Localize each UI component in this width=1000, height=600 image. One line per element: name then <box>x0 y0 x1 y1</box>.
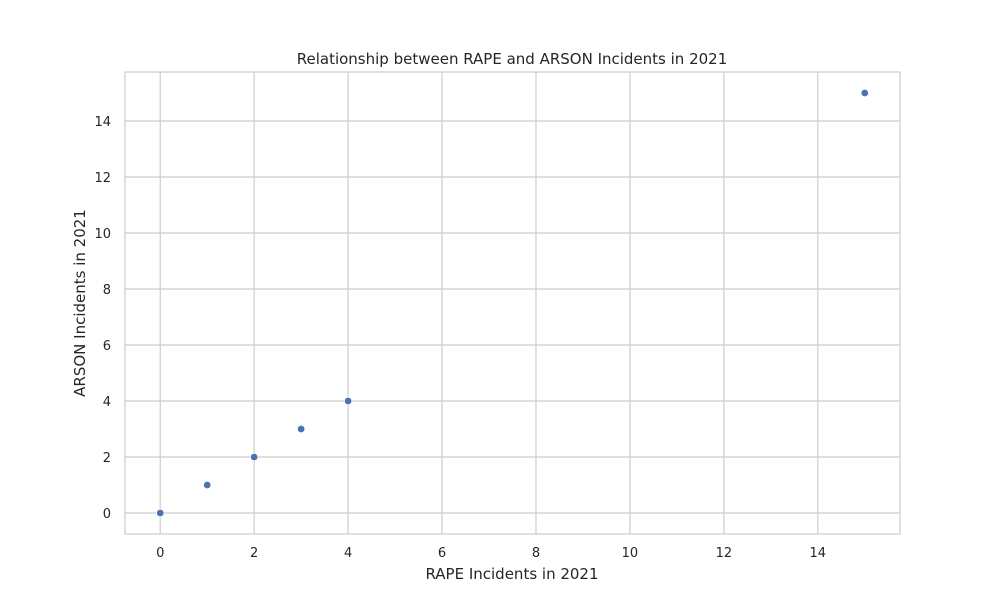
x-tick-label: 10 <box>622 546 639 561</box>
data-point <box>156 508 165 518</box>
x-tick-label: 12 <box>716 546 733 561</box>
x-tick-label: 0 <box>156 546 164 561</box>
y-tick-label: 14 <box>94 115 111 130</box>
plot-frame <box>124 71 901 535</box>
data-point <box>296 424 306 434</box>
y-tick-label: 12 <box>94 171 111 186</box>
x-axis-label: RAPE Incidents in 2021 <box>425 565 598 583</box>
y-tick-label: 6 <box>103 339 111 354</box>
x-tick-label: 8 <box>532 546 540 561</box>
data-points <box>156 88 869 518</box>
chart-title: Relationship between RAPE and ARSON Inci… <box>297 50 728 68</box>
y-tick-label: 10 <box>94 227 111 242</box>
y-axis-label: ARSON Incidents in 2021 <box>71 209 89 397</box>
x-tick-labels: 0 2 4 6 8 10 12 14 <box>156 546 826 561</box>
x-tick-label: 6 <box>438 546 446 561</box>
x-tick-label: 2 <box>250 546 258 561</box>
y-tick-label: 4 <box>103 395 111 410</box>
y-tick-label: 0 <box>103 507 111 522</box>
grid <box>125 72 900 534</box>
data-point <box>343 396 353 406</box>
y-tick-labels: 0 2 4 6 8 10 12 14 <box>94 115 111 522</box>
y-tick-label: 2 <box>103 451 111 466</box>
data-point <box>202 480 212 490</box>
x-tick-label: 14 <box>810 546 827 561</box>
y-tick-label: 8 <box>103 283 111 298</box>
data-point <box>249 452 259 462</box>
data-point <box>860 88 869 98</box>
x-tick-label: 4 <box>344 546 352 561</box>
